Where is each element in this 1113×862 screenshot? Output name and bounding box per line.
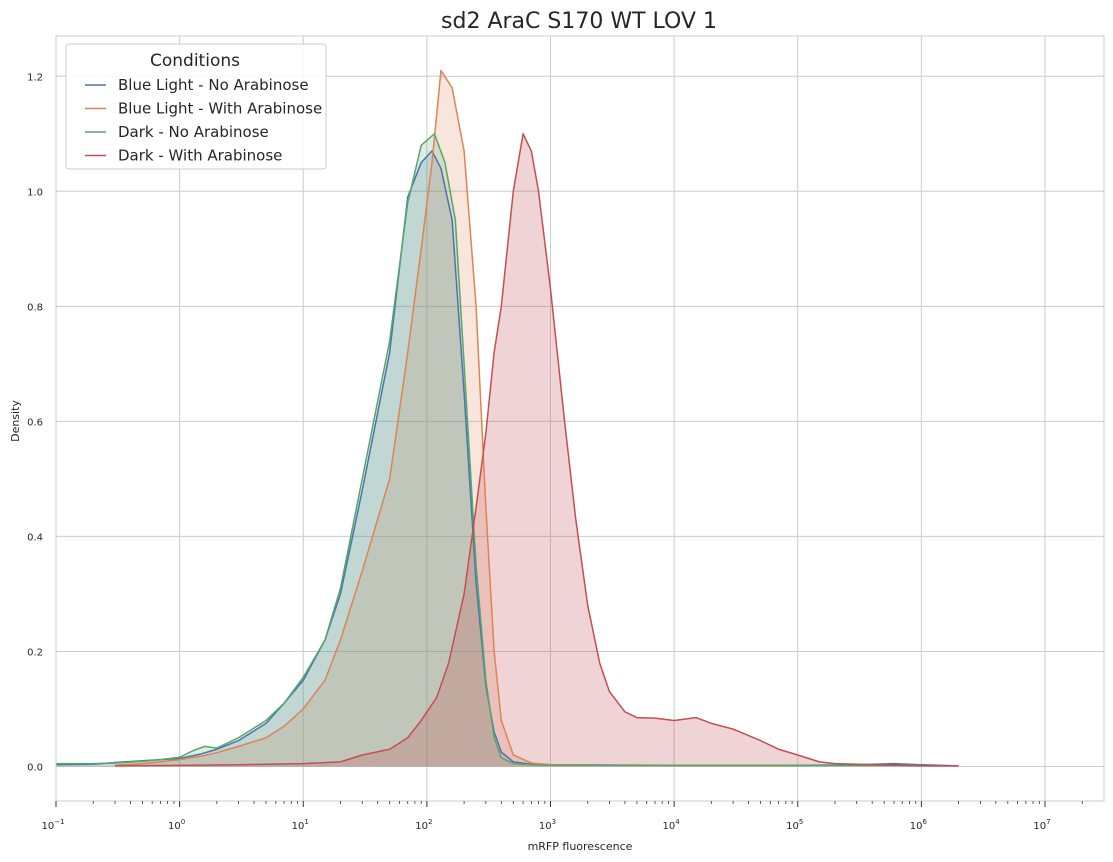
- y-axis-ticks: 0.0 0.2 0.4 0.6 0.8 1.0 1.2: [27, 72, 43, 773]
- series-line-2: [56, 133, 922, 767]
- x-tick-label: 100: [168, 818, 185, 832]
- x-tick-base: 10: [786, 821, 799, 832]
- legend-entry-label: Blue Light - No Arabinose: [118, 76, 309, 94]
- x-tick-base: 10: [1033, 821, 1046, 832]
- legend-title: Conditions: [150, 51, 240, 71]
- series-line-3: [114, 133, 959, 767]
- x-tick-exponent: 0: [181, 818, 185, 826]
- x-axis-minor-ticks: [92, 801, 1083, 804]
- x-tick-base: 10: [415, 821, 428, 832]
- legend-entry-label: Dark - No Arabinose: [118, 123, 269, 141]
- x-tick-exponent: −1: [54, 818, 64, 826]
- x-tick-label: 104: [663, 818, 681, 832]
- y-tick-label: 0.8: [27, 302, 43, 313]
- x-tick-base: 10: [168, 821, 181, 832]
- series-fill-1: [114, 70, 798, 767]
- x-tick-exponent: 6: [923, 818, 928, 826]
- x-tick-label: 103: [539, 818, 556, 832]
- y-axis-label: Density: [9, 400, 22, 442]
- series-line-1: [114, 69, 798, 767]
- series-fills: [56, 70, 959, 767]
- x-tick-exponent: 5: [799, 818, 803, 826]
- x-tick-exponent: 1: [304, 818, 308, 826]
- x-axis-label: mRFP fluorescence: [528, 840, 633, 853]
- legend: Conditions Blue Light - No ArabinoseBlue…: [65, 43, 327, 170]
- legend-entry-label: Dark - With Arabinose: [118, 147, 282, 165]
- x-tick-exponent: 3: [552, 818, 556, 826]
- legend-box: [65, 43, 327, 170]
- y-tick-label: 0.0: [27, 762, 43, 773]
- x-tick-label: 101: [292, 818, 309, 832]
- x-tick-exponent: 4: [675, 818, 680, 826]
- x-tick-base: 10: [910, 821, 923, 832]
- x-axis-ticks: 10−1 100 101 102 103 104 105 106 107: [41, 801, 1051, 832]
- x-tick-exponent: 2: [428, 818, 432, 826]
- x-tick-label: 106: [910, 818, 928, 832]
- x-tick-base: 10: [41, 821, 54, 832]
- y-tick-label: 0.2: [27, 647, 43, 658]
- x-tick-base: 10: [539, 821, 552, 832]
- x-tick-label: 10−1: [41, 818, 64, 832]
- plot-frame: [55, 35, 1105, 802]
- x-tick-label: 102: [415, 818, 432, 832]
- y-tick-label: 0.6: [27, 417, 43, 428]
- series-fill-3: [114, 133, 959, 767]
- y-tick-label: 1.2: [27, 72, 43, 83]
- y-tick-label: 1.0: [27, 187, 43, 198]
- x-tick-exponent: 7: [1046, 818, 1050, 826]
- chart-title: sd2 AraC S170 WT LOV 1: [441, 9, 717, 34]
- x-tick-base: 10: [292, 821, 305, 832]
- legend-items: Blue Light - No Arabinose Blue Light - Wi…: [85, 76, 322, 165]
- x-tick-base: 10: [663, 821, 676, 832]
- legend-entry-label: Blue Light - With Arabinose: [118, 100, 322, 118]
- series-lines: [55, 69, 959, 767]
- x-tick-label: 107: [1033, 818, 1050, 832]
- x-tick-label: 105: [786, 818, 803, 832]
- y-tick-label: 0.4: [27, 532, 43, 543]
